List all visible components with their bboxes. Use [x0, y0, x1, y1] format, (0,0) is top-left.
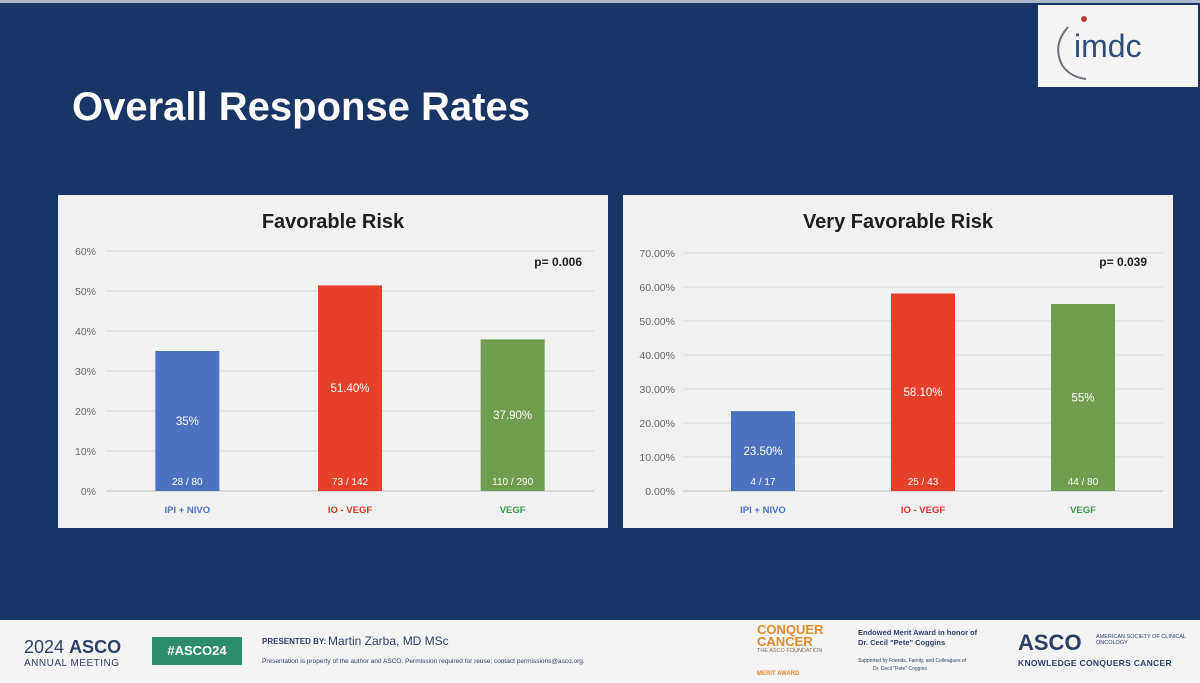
- y-tick-label: 0%: [81, 486, 96, 498]
- bar: [318, 285, 382, 491]
- bar-count-label: 73 / 142: [332, 477, 369, 488]
- bar-value-label: 23.50%: [743, 446, 782, 458]
- property-note: Presentation is property of the author a…: [262, 658, 585, 665]
- slide-title: Overall Response Rates: [72, 85, 530, 129]
- y-tick-label: 10%: [75, 446, 96, 458]
- meeting-year: 2024: [24, 637, 65, 657]
- x-category-label: VEGF: [500, 505, 526, 516]
- chart-panel-very-favorable-risk: 0.00% 10.00% 20.00% 30.00% 40.00% 50.00% 60.00…: [623, 195, 1173, 528]
- bar-count-label: 110 / 290: [492, 477, 533, 488]
- merit-award-label: MERIT AWARD: [757, 671, 800, 677]
- x-category-label: IO - VEGF: [901, 505, 946, 516]
- y-tick-label: 10.00%: [639, 452, 675, 464]
- slide: imdc Overall Response Rates 0% 10% 20% 30% 4…: [0, 0, 1200, 528]
- imdc-logo-text: imdc: [1074, 28, 1142, 64]
- endowed-line2: Dr. Cecil "Pete" Coggins: [858, 638, 946, 647]
- imdc-logo: imdc: [1038, 5, 1198, 87]
- y-tick-label: 70.00%: [639, 248, 675, 260]
- bar-value-label: 51.40%: [330, 383, 369, 395]
- foundation-label: THE ASCO FOUNDATION: [757, 648, 823, 654]
- presenter-name: Martin Zarba, MD MSc: [328, 634, 449, 648]
- bar: [480, 339, 545, 491]
- footer: 2024 ASCO ANNUAL MEETING #ASCO24 PRESENT…: [0, 620, 1200, 683]
- y-tick-label: 20.00%: [639, 418, 675, 430]
- x-category-label: IPI + NIVO: [740, 505, 786, 516]
- bar-value-label: 55%: [1071, 393, 1094, 405]
- imdc-logo-mark-icon: imdc: [1057, 16, 1142, 80]
- asco-logo: ASCO: [1018, 630, 1082, 655]
- y-tick-label: 60.00%: [639, 282, 675, 294]
- bar-count-label: 4 / 17: [750, 477, 775, 488]
- y-tick-label: 40%: [75, 326, 96, 338]
- x-category-label: IO - VEGF: [328, 505, 373, 516]
- presented-by-label: PRESENTED BY:: [262, 637, 327, 646]
- bar-value-label: 58.10%: [903, 387, 942, 399]
- p-value: p= 0.039: [1099, 255, 1147, 269]
- endowed-line1: Endowed Merit Award in honor of: [858, 628, 978, 637]
- asco-meeting-logo: 2024 ASCO: [24, 637, 121, 658]
- x-category-label: VEGF: [1070, 505, 1096, 516]
- p-value: p= 0.006: [534, 255, 582, 269]
- asco-tagline: KNOWLEDGE CONQUERS CANCER: [1018, 658, 1172, 668]
- y-tick-label: 30%: [75, 366, 96, 378]
- chart-title: Favorable Risk: [261, 211, 405, 233]
- bar: [891, 293, 955, 491]
- bar-count-label: 44 / 80: [1068, 477, 1099, 488]
- bar: [731, 411, 795, 491]
- y-tick-label: 60%: [75, 246, 96, 258]
- conquer-logo-line1: CONQUER: [757, 622, 824, 637]
- meeting-asco: ASCO: [69, 637, 122, 657]
- y-tick-label: 0.00%: [645, 486, 675, 498]
- bar-count-label: 25 / 43: [908, 477, 939, 488]
- y-tick-label: 40.00%: [639, 350, 675, 362]
- annual-meeting-label: ANNUAL MEETING: [24, 658, 120, 669]
- y-tick-label: 50%: [75, 286, 96, 298]
- asco-society-name: AMERICAN SOCIETY OF CLINICAL ONCOLOGY: [1096, 634, 1186, 646]
- conquer-logo-line2: CANCER: [757, 634, 813, 649]
- bar-count-label: 28 / 80: [172, 477, 203, 488]
- supported-line2: Dr. Cecil "Pete" Coggins: [873, 666, 927, 672]
- bar-value-label: 35%: [176, 416, 199, 428]
- y-tick-label: 30.00%: [639, 384, 675, 396]
- hashtag-badge: #ASCO24: [152, 637, 242, 665]
- bar: [155, 351, 220, 491]
- y-tick-label: 20%: [75, 406, 96, 418]
- x-category-label: IPI + NIVO: [164, 505, 210, 516]
- bar: [1051, 304, 1115, 491]
- y-tick-label: 50.00%: [639, 316, 675, 328]
- favorable-risk-chart: 0% 10% 20% 30% 40% 50% 60% 35% 28 / 80 IPI + NIVO…: [75, 246, 594, 516]
- chart-panel-favorable-risk: 0% 10% 20% 30% 40% 50% 60% 35% 28 / 80 IPI + NIVO…: [58, 195, 608, 528]
- bar-value-label: 37.90%: [493, 410, 532, 422]
- chart-title: Very Favorable Risk: [802, 211, 994, 233]
- supported-line1: Supported by Friends, Family, and Collea…: [858, 658, 967, 664]
- very-favorable-risk-chart: 0.00% 10.00% 20.00% 30.00% 40.00% 50.00% 60.00…: [639, 248, 1163, 516]
